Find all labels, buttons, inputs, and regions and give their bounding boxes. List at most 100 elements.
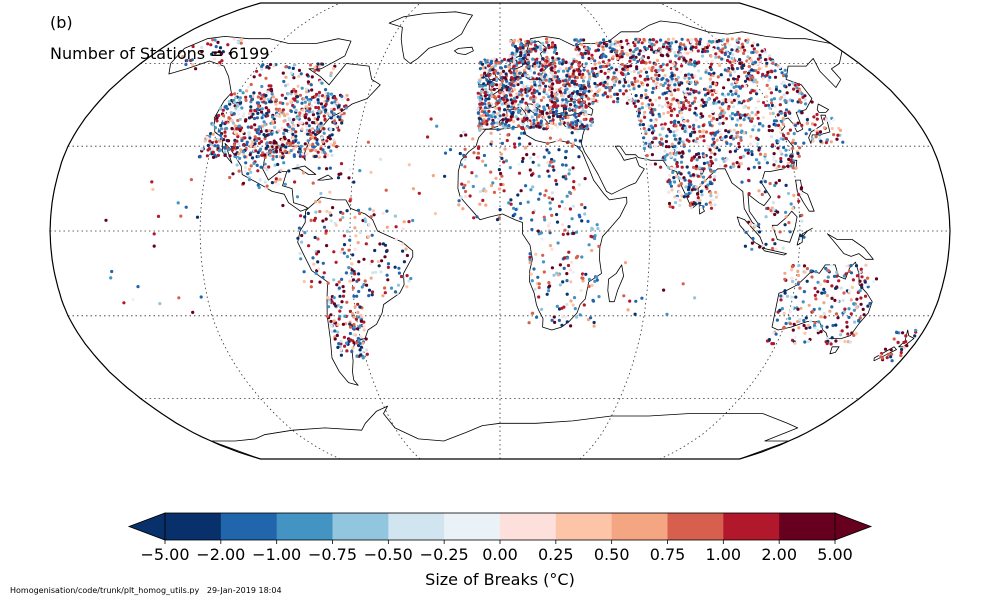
station-marker	[659, 165, 663, 169]
station-marker	[798, 98, 802, 102]
station-marker	[402, 220, 406, 224]
station-marker	[665, 153, 669, 157]
station-marker	[231, 172, 235, 176]
station-marker	[255, 101, 259, 105]
station-marker	[770, 98, 774, 102]
station-marker	[310, 88, 314, 92]
station-marker	[734, 92, 738, 96]
station-marker	[757, 146, 761, 150]
station-marker	[581, 72, 585, 76]
station-marker	[306, 80, 310, 84]
station-marker	[766, 206, 770, 210]
station-marker	[854, 332, 858, 336]
station-marker	[784, 74, 788, 78]
station-marker	[655, 81, 659, 85]
station-marker	[594, 49, 598, 53]
station-marker	[508, 87, 512, 91]
station-marker	[623, 64, 627, 69]
station-marker	[820, 291, 824, 295]
station-marker	[381, 211, 385, 215]
station-marker	[243, 169, 247, 173]
station-marker	[492, 190, 496, 194]
station-marker	[362, 328, 366, 332]
station-marker	[267, 84, 271, 88]
station-marker	[842, 310, 847, 314]
station-marker	[290, 90, 294, 94]
station-marker	[492, 121, 496, 125]
station-marker	[592, 74, 596, 78]
station-marker	[686, 87, 690, 91]
station-marker	[573, 82, 577, 86]
station-marker	[724, 164, 728, 168]
station-marker	[311, 181, 315, 185]
station-marker	[659, 53, 663, 57]
station-marker	[547, 63, 551, 67]
station-marker	[717, 143, 721, 147]
station-marker	[829, 140, 833, 144]
station-marker	[216, 153, 220, 157]
station-marker	[211, 155, 216, 159]
station-marker	[668, 106, 672, 110]
station-marker	[265, 65, 269, 69]
station-marker	[236, 118, 240, 123]
station-marker	[783, 68, 787, 72]
station-marker	[602, 38, 606, 42]
station-marker	[788, 230, 792, 234]
station-marker	[273, 163, 277, 167]
station-marker	[675, 129, 679, 133]
station-marker	[716, 46, 720, 50]
station-marker	[266, 90, 270, 94]
station-marker	[244, 98, 248, 102]
station-marker	[241, 114, 245, 118]
station-marker	[270, 92, 274, 96]
station-marker	[351, 346, 355, 350]
station-marker	[551, 104, 555, 109]
station-marker	[359, 350, 363, 354]
station-marker	[661, 62, 665, 66]
station-marker	[527, 109, 531, 113]
station-marker	[265, 141, 269, 145]
station-marker	[545, 59, 549, 63]
station-marker	[714, 55, 718, 59]
station-marker	[728, 150, 732, 154]
station-marker	[645, 104, 649, 108]
station-marker	[712, 178, 717, 182]
station-marker	[348, 167, 352, 172]
station-marker	[653, 162, 658, 166]
station-marker	[354, 234, 358, 238]
station-marker	[550, 87, 554, 91]
station-marker	[709, 206, 714, 210]
station-marker	[570, 80, 574, 84]
station-marker	[300, 113, 304, 117]
station-marker	[709, 169, 713, 173]
station-marker	[790, 161, 795, 165]
station-marker	[773, 212, 777, 217]
station-marker	[657, 73, 661, 78]
station-marker	[572, 180, 576, 184]
station-marker	[513, 52, 518, 56]
station-marker	[703, 103, 708, 107]
station-marker	[329, 149, 333, 153]
station-marker	[761, 76, 765, 80]
station-marker	[545, 51, 549, 55]
station-marker	[554, 88, 559, 92]
station-marker	[863, 294, 868, 298]
station-marker	[603, 91, 607, 95]
station-marker	[844, 264, 848, 268]
station-marker	[734, 44, 738, 49]
station-marker	[316, 98, 320, 102]
station-marker	[329, 142, 333, 146]
station-marker	[587, 77, 592, 81]
station-marker	[791, 206, 795, 210]
station-marker	[517, 136, 521, 140]
station-marker	[478, 189, 482, 194]
station-marker	[136, 285, 140, 289]
station-marker	[245, 143, 249, 147]
station-marker	[824, 117, 829, 121]
station-marker	[227, 100, 231, 104]
station-marker	[555, 271, 559, 275]
station-marker	[750, 68, 754, 72]
station-marker	[678, 198, 682, 202]
station-marker	[645, 154, 649, 158]
station-marker	[783, 84, 787, 88]
